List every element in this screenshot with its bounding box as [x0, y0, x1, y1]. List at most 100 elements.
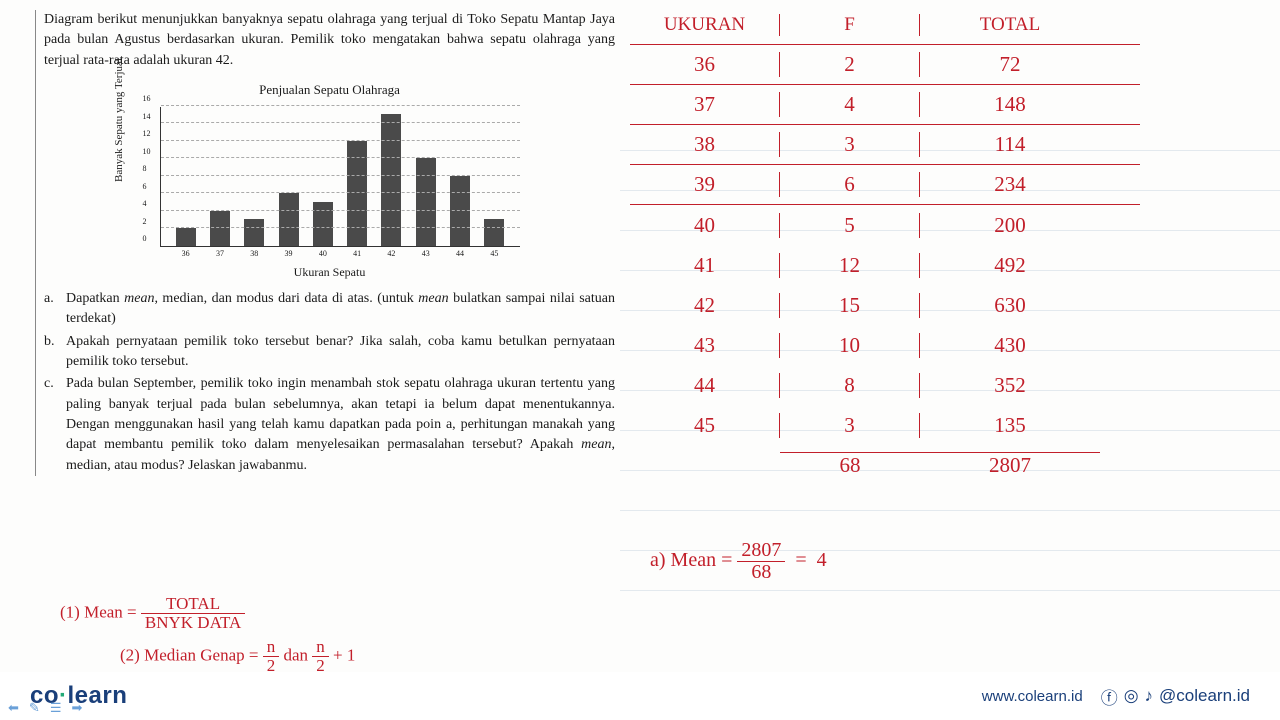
chart-ytick: 8 [143, 163, 147, 175]
table-cell: 36 [630, 52, 780, 77]
table-header-cell: TOTAL [920, 14, 1100, 36]
table-sum-f: 68 [780, 452, 920, 478]
chart-xtick: 37 [216, 248, 224, 260]
chart-xtick: 40 [319, 248, 327, 260]
facebook-icon: ⓕ [1101, 684, 1118, 709]
table-sum-t: 2807 [920, 452, 1100, 478]
chart-xtick: 41 [353, 248, 361, 260]
table-cell: 12 [780, 253, 920, 278]
chart-gridline [161, 157, 520, 158]
table-cell: 72 [920, 52, 1100, 77]
chart-container: Penjualan Sepatu Olahraga Banyak Sepatu … [120, 81, 540, 281]
formula-mean-label: (1) Mean = [60, 602, 137, 621]
chart-xtick: 45 [490, 248, 498, 260]
problem-intro: Diagram berikut menunjukkan banyaknya se… [44, 10, 615, 71]
table-row: 383114 [630, 125, 1140, 165]
table-cell: 430 [920, 333, 1100, 358]
table-cell: 492 [920, 253, 1100, 278]
equals-sign: = [795, 549, 806, 571]
fraction-numerator: n [312, 638, 329, 657]
social-icons: ⓕ ◎ ♪ @colearn.id [1101, 684, 1250, 709]
chart-bar: 40 [313, 202, 333, 246]
chart-bar: 39 [279, 193, 299, 246]
question-c: c. Pada bulan September, pemilik toko in… [44, 374, 615, 475]
table-cell: 3 [780, 132, 920, 157]
table-cell: 200 [920, 213, 1100, 238]
question-c-text: Pada bulan September, pemilik toko ingin… [66, 376, 615, 472]
formula-mean: (1) Mean = TOTAL BNYK DATA [60, 595, 355, 632]
chart-xtick: 39 [285, 248, 293, 260]
chart-ytick: 2 [143, 216, 147, 228]
table-cell: 2 [780, 52, 920, 77]
table-row: 374148 [630, 85, 1140, 125]
footer-right: www.colearn.id ⓕ ◎ ♪ @colearn.id [982, 684, 1250, 709]
chart-gridline [161, 122, 520, 123]
chart-title: Penjualan Sepatu Olahraga [120, 81, 540, 100]
chart-ylabel: Banyak Sepatu yang Terjual [112, 58, 128, 182]
bar-chart: Banyak Sepatu yang Terjual 3637383940414… [120, 102, 540, 262]
fraction-denominator: BNYK DATA [141, 614, 245, 632]
nav-controls[interactable]: ⬅ ✎ ☰ ➡ [8, 700, 82, 716]
table-cell: 44 [630, 373, 780, 398]
table-cell: 6 [780, 172, 920, 197]
fraction-numerator: TOTAL [141, 595, 245, 614]
table-cell: 41 [630, 253, 780, 278]
chart-bar: 37 [210, 211, 230, 246]
table-sum-row: 682807 [630, 445, 1140, 485]
chart-bar: 42 [381, 114, 401, 245]
nav-forward-icon[interactable]: ➡ [71, 700, 82, 716]
chart-bar: 36 [176, 228, 196, 246]
chart-ytick: 14 [143, 111, 151, 123]
table-header-cell: UKURAN [630, 14, 780, 36]
chart-bar: 38 [244, 219, 264, 245]
handwritten-table: UKURANFTOTAL3627237414838311439623440520… [630, 5, 1140, 485]
table-cell: 114 [920, 132, 1100, 157]
chart-gridline [161, 105, 520, 106]
table-cell: 10 [780, 333, 920, 358]
table-header-row: UKURANFTOTAL [630, 5, 1140, 45]
question-c-label: c. [44, 374, 66, 475]
nav-edit-icon[interactable]: ✎ [29, 700, 40, 716]
table-cell: 8 [780, 373, 920, 398]
footer-bar: co·learn www.colearn.id ⓕ ◎ ♪ @colearn.i… [0, 672, 1280, 720]
mean-calculation: a) Mean = 2807 68 = 4 [650, 540, 827, 583]
chart-bar: 45 [484, 219, 504, 245]
chart-gridline [161, 192, 520, 193]
table-row: 396234 [630, 165, 1140, 205]
chart-ytick: 6 [143, 181, 147, 193]
question-a: a. Dapatkan mean, median, dan modus dari… [44, 289, 615, 330]
table-cell: 5 [780, 213, 920, 238]
question-b-text: Apakah pernyataan pemilik toko tersebut … [66, 332, 615, 373]
table-cell: 15 [780, 293, 920, 318]
chart-ytick: 16 [143, 93, 151, 105]
mean-calc-label: a) Mean = [650, 549, 732, 571]
chart-ytick: 10 [143, 146, 151, 158]
table-row: 453135 [630, 405, 1140, 445]
table-cell: 43 [630, 333, 780, 358]
table-row: 405200 [630, 205, 1140, 245]
chart-xtick: 36 [182, 248, 190, 260]
chart-bar: 44 [450, 176, 470, 246]
footer-handle: @colearn.id [1159, 686, 1250, 706]
nav-back-icon[interactable]: ⬅ [8, 700, 19, 716]
nav-menu-icon[interactable]: ☰ [50, 700, 62, 716]
table-cell: 45 [630, 413, 780, 438]
chart-bar: 43 [416, 158, 436, 246]
chart-xlabel: Ukuran Sepatu [120, 264, 540, 281]
table-row: 4215630 [630, 285, 1140, 325]
table-cell: 234 [920, 172, 1100, 197]
table-row: 448352 [630, 365, 1140, 405]
problem-panel: Diagram berikut menunjukkan banyaknya se… [35, 10, 615, 478]
question-b: b. Apakah pernyataan pemilik toko terseb… [44, 332, 615, 373]
chart-bars: 36373839404142434445 [161, 107, 520, 246]
chart-plot-area: 36373839404142434445 2468101214160 [160, 107, 520, 247]
table-cell: 4 [780, 92, 920, 117]
fraction: n 2 [263, 638, 280, 675]
chart-ytick: 4 [143, 198, 147, 210]
formula-conjunction: dan [283, 645, 308, 664]
chart-gridline [161, 175, 520, 176]
mean-calc-result: 4 [817, 549, 827, 571]
table-cell: 148 [920, 92, 1100, 117]
chart-xtick: 42 [387, 248, 395, 260]
table-row: 4112492 [630, 245, 1140, 285]
